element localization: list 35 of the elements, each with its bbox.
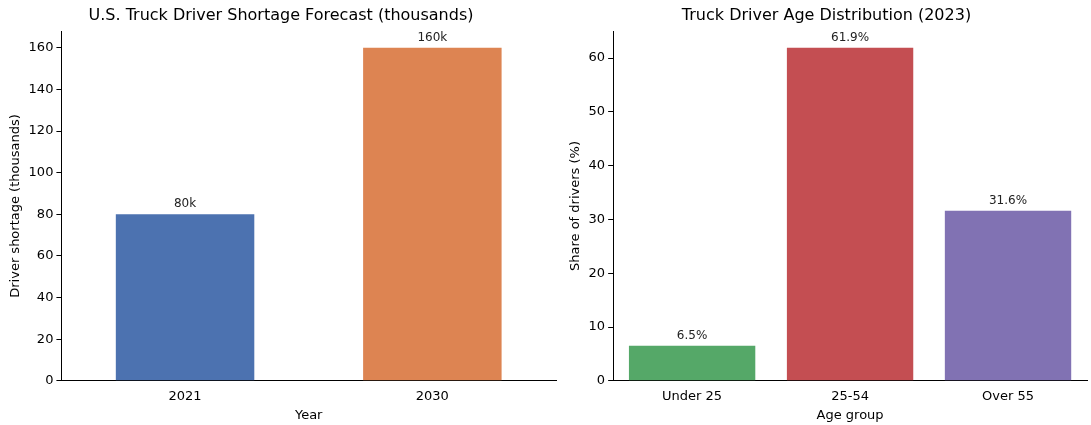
- y-tick-label: 10: [588, 318, 606, 334]
- bar: [628, 345, 756, 381]
- y-tick-label: 20: [36, 330, 54, 346]
- bar: [786, 47, 914, 381]
- chart-title: U.S. Truck Driver Shortage Forecast (thousands): [88, 4, 474, 24]
- y-tick-label: 40: [588, 157, 606, 173]
- y-tick-label: 20: [588, 264, 606, 280]
- y-axis-title: Share of drivers (%): [567, 141, 583, 271]
- y-tick-label: 100: [28, 164, 54, 180]
- y-tick-label: 40: [36, 288, 54, 304]
- y-tick-label: 30: [588, 210, 606, 226]
- y-tick-label: 60: [36, 247, 54, 263]
- data-label: 31.6%: [988, 192, 1028, 207]
- chart-title: Truck Driver Age Distribution (2023): [680, 4, 972, 24]
- data-label: 160k: [417, 29, 448, 44]
- x-tick-label: Over 55: [982, 387, 1034, 403]
- y-tick-label: 0: [45, 372, 54, 388]
- x-tick-label: 2021: [168, 387, 202, 403]
- data-label: 80k: [173, 196, 197, 211]
- y-tick-label: 0: [596, 372, 606, 388]
- y-tick-label: 140: [28, 80, 54, 96]
- x-tick-label: 2030: [415, 387, 449, 403]
- y-tick-label: 60: [588, 49, 606, 65]
- y-tick-label: 50: [588, 103, 606, 119]
- x-axis-title: Age group: [816, 406, 884, 422]
- y-tick-label: 80: [36, 205, 54, 221]
- y-axis-title: Driver shortage (thousands): [7, 114, 23, 298]
- y-tick-label: 160: [28, 39, 54, 55]
- data-label: 61.9%: [831, 30, 870, 44]
- x-axis-title: Year: [293, 406, 324, 422]
- x-tick-label: 25-54: [831, 387, 869, 403]
- x-tick-label: Under 25: [662, 387, 723, 403]
- bar: [944, 210, 1072, 381]
- y-tick-label: 120: [28, 122, 54, 138]
- data-label: 6.5%: [676, 327, 708, 342]
